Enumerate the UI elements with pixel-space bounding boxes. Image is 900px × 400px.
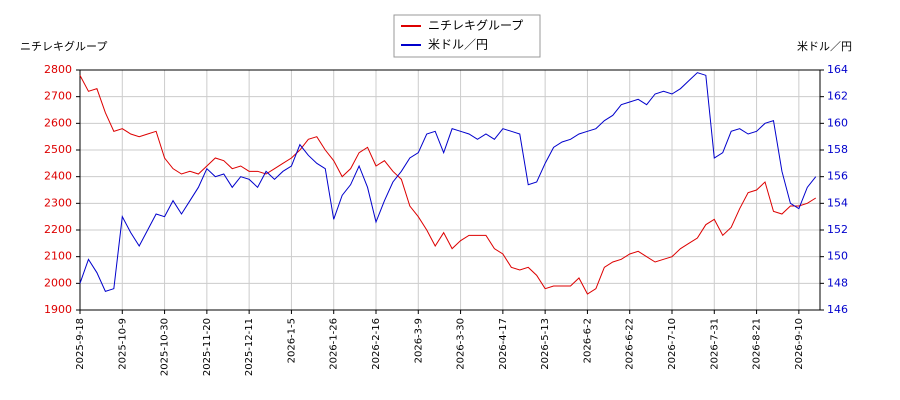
legend-label: 米ドル／円	[428, 38, 488, 52]
x-tick-label: 2026-1-5	[286, 318, 297, 363]
y2-tick-label: 162	[827, 90, 848, 103]
y-tick-label: 2500	[44, 143, 72, 156]
y-tick-label: 2800	[44, 63, 72, 76]
x-tick-label: 2025-9-18	[75, 318, 86, 370]
y2-tick-label: 164	[827, 63, 848, 76]
legend-box	[393, 14, 541, 58]
y2-tick-label: 146	[827, 303, 848, 316]
x-tick-label: 2026-9-10	[794, 318, 805, 370]
plot-frame	[79, 69, 821, 311]
y2-tick-label: 158	[827, 143, 848, 156]
y2-tick-label: 148	[827, 276, 848, 289]
x-tick-label: 2026-8-21	[752, 318, 763, 370]
x-tick-label: 2026-7-10	[667, 318, 678, 370]
data-line	[79, 75, 817, 295]
y2-tick-label: 150	[827, 250, 848, 263]
x-tick-label: 2026-3-30	[456, 318, 467, 370]
y-axis-label: ニチレキグループ	[20, 39, 107, 53]
y-tick-label: 2700	[44, 90, 72, 103]
x-tick-label: 2025-11-20	[202, 318, 213, 376]
x-tick-label: 2026-6-22	[625, 318, 636, 370]
y2-tick-label: 160	[827, 116, 848, 129]
y-tick-label: 2000	[44, 276, 72, 289]
x-tick-label: 2026-5-13	[540, 318, 551, 370]
x-tick-label: 2026-2-16	[371, 318, 382, 370]
x-tick-label: 2025-12-11	[244, 318, 255, 376]
y2-tick-label: 152	[827, 223, 848, 236]
legend-label: ニチレキグループ	[428, 19, 523, 33]
y-tick-label: 2400	[44, 170, 72, 183]
y-tick-label: 2100	[44, 250, 72, 263]
y-tick-label: 2200	[44, 223, 72, 236]
x-tick-label: 2026-4-17	[498, 318, 509, 370]
data-line	[79, 72, 817, 292]
y-tick-label: 2300	[44, 196, 72, 209]
x-tick-label: 2025-10-9	[117, 318, 128, 370]
x-tick-label: 2026-3-9	[413, 318, 424, 363]
y2-tick-label: 156	[827, 170, 848, 183]
y2-axis-label: 米ドル／円	[797, 40, 852, 53]
x-tick-label: 2025-10-30	[160, 318, 171, 376]
x-tick-label: 2026-6-2	[582, 318, 593, 363]
y2-tick-label: 154	[827, 196, 848, 209]
x-tick-label: 2026-1-26	[329, 318, 340, 370]
y-tick-label: 2600	[44, 116, 72, 129]
y-tick-label: 1900	[44, 303, 72, 316]
x-tick-label: 2026-7-31	[709, 318, 720, 370]
